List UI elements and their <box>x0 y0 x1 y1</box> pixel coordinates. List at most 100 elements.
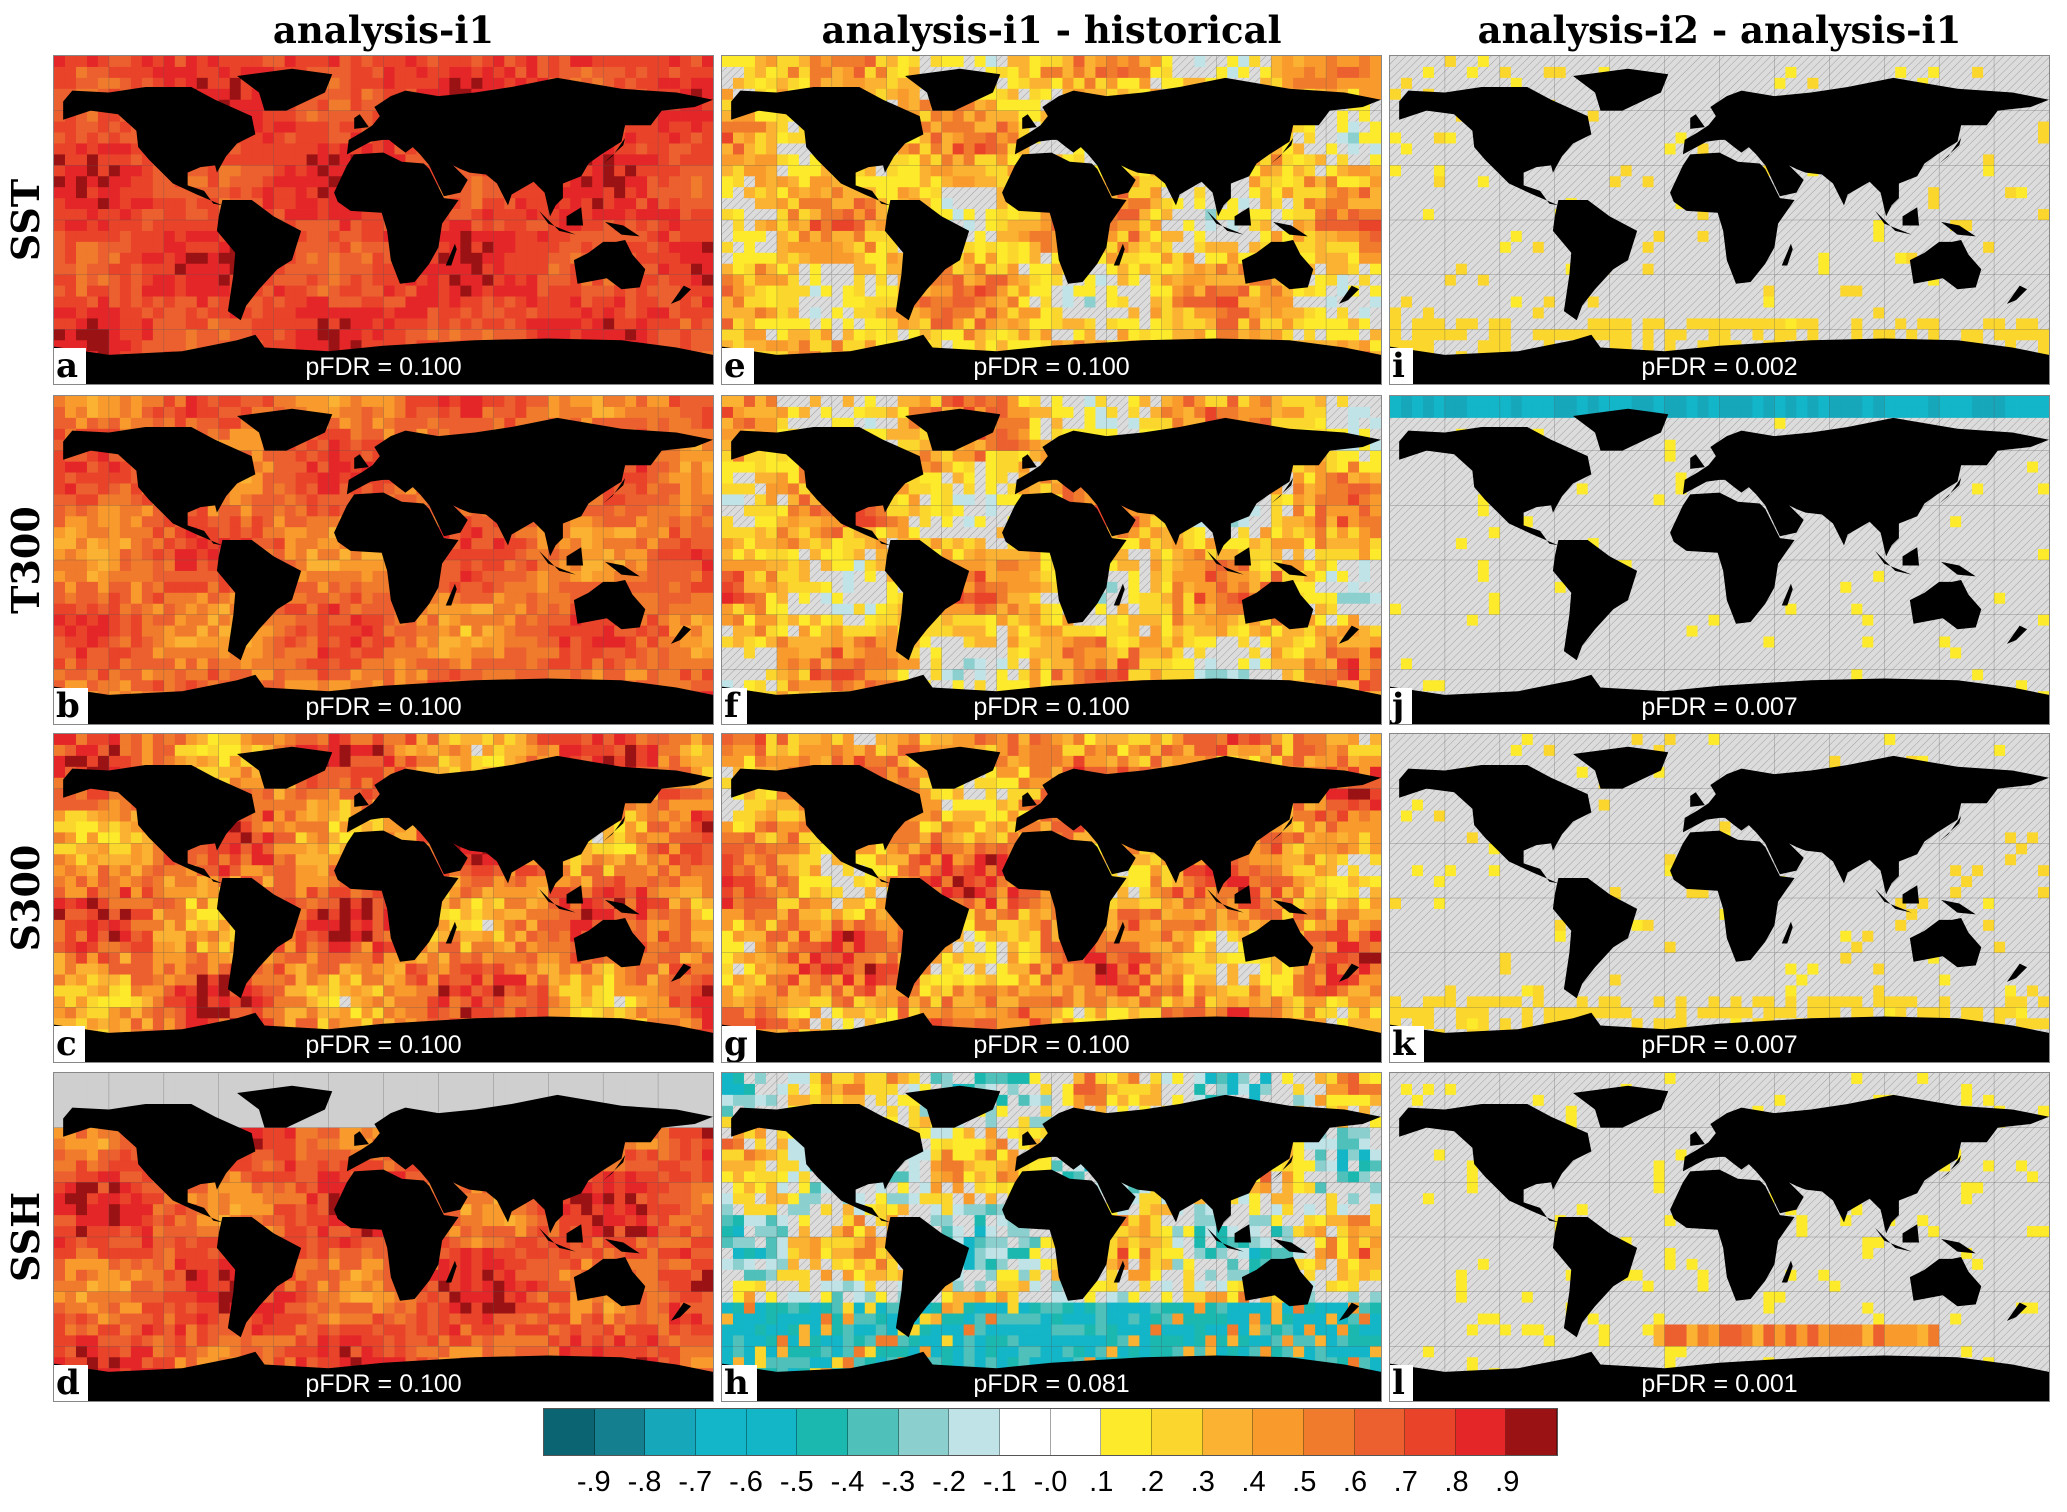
heatmap-cell <box>1598 132 1611 144</box>
heatmap-cell <box>1686 263 1698 276</box>
heatmap-cell <box>361 329 373 341</box>
heatmap-cell <box>581 198 593 210</box>
heatmap-cell <box>2005 187 2017 199</box>
heatmap-cell <box>1554 296 1567 308</box>
heatmap-cell <box>1631 110 1643 122</box>
landmass <box>63 86 256 206</box>
heatmap-cell <box>603 187 615 199</box>
heatmap-cell <box>1238 329 1250 341</box>
heatmap-cell <box>908 329 921 341</box>
heatmap-cell <box>722 220 734 232</box>
heatmap-cell <box>1183 77 1195 90</box>
heatmap-cell <box>1708 56 1720 68</box>
heatmap-cell <box>1370 56 1381 68</box>
heatmap-cell <box>1422 263 1435 276</box>
heatmap-cell <box>1315 252 1327 265</box>
heatmap-cell <box>207 77 220 90</box>
heatmap-cell <box>636 198 648 210</box>
heatmap-cell <box>251 165 264 177</box>
heatmap-cell <box>614 77 626 90</box>
heatmap-cell <box>64 56 77 68</box>
heatmap-cell <box>1370 340 1381 352</box>
heatmap-cell <box>54 154 66 166</box>
heatmap-cell <box>930 274 943 286</box>
heatmap-cell <box>284 176 296 188</box>
heatmap-cell <box>1477 187 1490 199</box>
heatmap-cell <box>680 296 692 308</box>
heatmap-cell <box>130 318 143 330</box>
heatmap-cell <box>1708 252 1720 265</box>
heatmap-cell <box>108 121 121 133</box>
heatmap-cell <box>1609 198 1622 210</box>
heatmap-cell <box>743 252 756 265</box>
heatmap-cell <box>1631 252 1643 265</box>
heatmap-cell <box>1565 154 1578 166</box>
heatmap-cell <box>1400 252 1413 265</box>
heatmap-cell <box>787 220 800 232</box>
heatmap-cell <box>2016 241 2028 254</box>
heatmap-cell <box>691 56 703 68</box>
heatmap-cell <box>1411 285 1424 297</box>
heatmap-cell <box>1433 165 1446 177</box>
heatmap-cell <box>1444 296 1457 308</box>
heatmap-cell <box>1260 66 1272 79</box>
heatmap-cell <box>449 263 461 276</box>
heatmap-cell <box>1653 165 1665 177</box>
heatmap-cell <box>1411 263 1424 276</box>
heatmap-cell <box>831 329 844 341</box>
heatmap-cell <box>86 318 99 330</box>
heatmap-cell <box>680 252 692 265</box>
heatmap-cell <box>1477 252 1490 265</box>
heatmap-cell <box>1455 187 1468 199</box>
heatmap-cell <box>776 285 789 297</box>
heatmap-cell <box>1620 263 1632 276</box>
heatmap-cell <box>1271 209 1283 221</box>
heatmap-cell <box>328 296 340 308</box>
heatmap-cell <box>86 110 99 122</box>
heatmap-cell <box>262 274 275 286</box>
heatmap-cell <box>262 340 275 352</box>
heatmap-cell <box>1422 121 1435 133</box>
heatmap-cell <box>306 110 318 122</box>
heatmap-cell <box>1664 241 1676 254</box>
heatmap-cell <box>306 230 318 243</box>
heatmap-cell <box>809 318 822 330</box>
heatmap-cell <box>163 56 176 68</box>
heatmap-cell <box>930 154 943 166</box>
heatmap-cell <box>1390 132 1402 144</box>
heatmap-cell <box>284 340 296 352</box>
heatmap-cell <box>328 340 340 352</box>
heatmap-cell <box>658 77 670 90</box>
heatmap-cell <box>1840 77 1852 90</box>
heatmap-cell <box>548 285 560 297</box>
heatmap-cell <box>1007 296 1019 308</box>
heatmap-cell <box>1818 187 1830 199</box>
heatmap-cell <box>361 56 373 68</box>
heatmap-cell <box>152 329 165 341</box>
heatmap-cell <box>798 198 811 210</box>
heatmap-cell <box>1150 263 1162 276</box>
heatmap-cell <box>1370 176 1381 188</box>
heatmap-cell <box>1499 77 1512 90</box>
heatmap-cell <box>1326 252 1338 265</box>
heatmap-cell <box>636 241 648 254</box>
heatmap-cell <box>1400 241 1413 254</box>
heatmap-cell <box>787 187 800 199</box>
heatmap-cell <box>1961 241 1973 254</box>
heatmap-cell <box>1543 56 1556 68</box>
heatmap-cell <box>1631 187 1643 199</box>
heatmap-cell <box>691 252 703 265</box>
heatmap-cell <box>1337 329 1349 341</box>
heatmap-cell <box>1040 66 1052 79</box>
heatmap-cell <box>548 66 560 79</box>
heatmap-cell <box>722 296 734 308</box>
heatmap-cell <box>1073 56 1085 68</box>
heatmap-cell <box>963 329 975 341</box>
heatmap-cell <box>853 318 866 330</box>
heatmap-cell <box>1763 285 1775 297</box>
heatmap-cell <box>1972 132 1984 144</box>
heatmap-cell <box>1411 187 1424 199</box>
heatmap-cell <box>1238 56 1250 68</box>
heatmap-cell <box>2038 132 2049 144</box>
heatmap-cell <box>1249 307 1261 319</box>
